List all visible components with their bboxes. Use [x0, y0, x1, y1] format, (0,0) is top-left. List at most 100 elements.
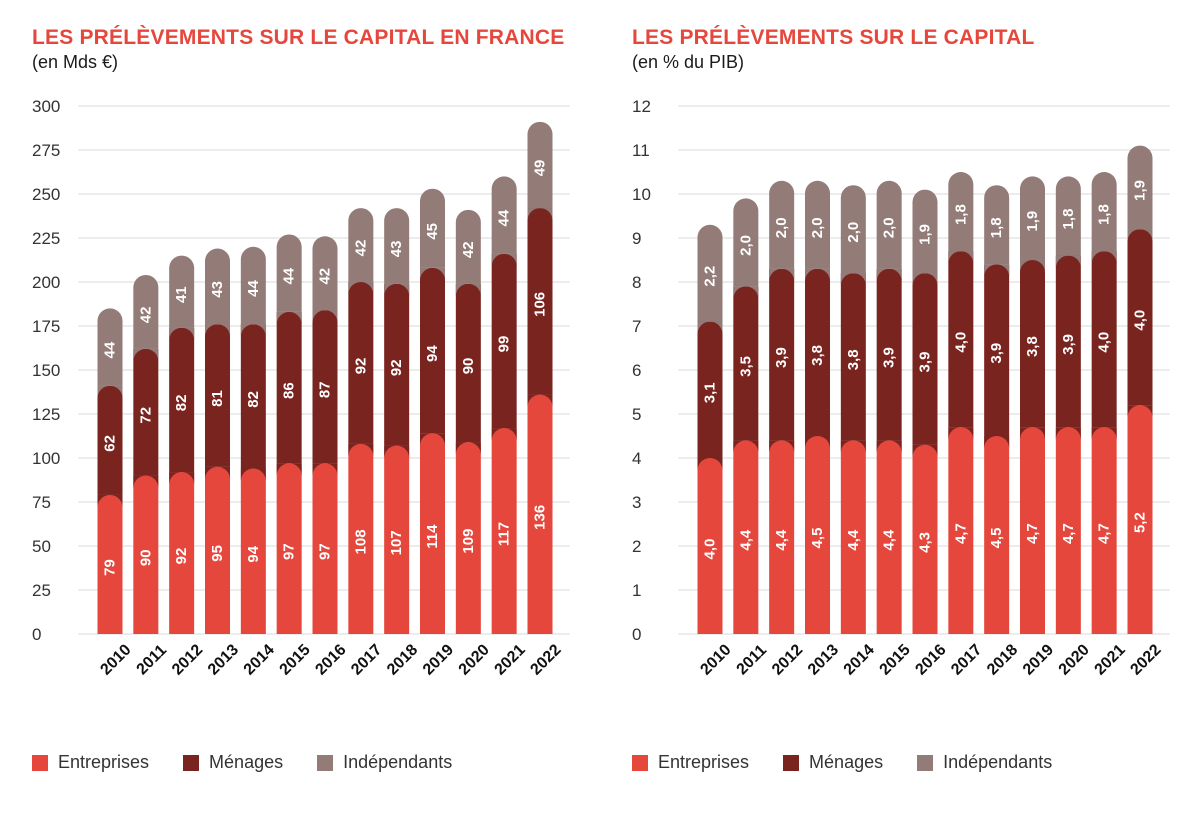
- bar-cap-independants: [240, 324, 266, 337]
- bar-independants: [697, 224, 723, 322]
- data-label: 3,8: [809, 345, 826, 366]
- data-label: 41: [173, 286, 190, 303]
- x-tick-label: 2015: [877, 641, 914, 678]
- x-tick-label: 2020: [456, 641, 493, 678]
- data-label: 92: [173, 548, 190, 565]
- y-tick-label: 2: [632, 537, 641, 556]
- data-label: 92: [352, 358, 369, 375]
- bar-cap-independants: [1091, 251, 1117, 264]
- bar-independants: [912, 189, 938, 274]
- data-label: 95: [209, 545, 226, 562]
- bar-entreprises: [1127, 405, 1153, 634]
- bar-entreprises: [312, 463, 338, 634]
- legend-item-independants: Indépendants: [317, 752, 452, 773]
- bar-menages: [1020, 260, 1045, 428]
- bar-independants: [805, 180, 830, 269]
- bar-entreprises: [491, 428, 517, 634]
- bar-independants: [240, 246, 266, 325]
- data-label: 94: [424, 345, 441, 362]
- bar-independants: [312, 236, 338, 311]
- data-label: 94: [245, 545, 262, 562]
- data-label: 72: [137, 407, 154, 424]
- data-label: 49: [532, 160, 549, 177]
- data-label: 1,8: [988, 217, 1005, 238]
- bar-cap-independants: [312, 310, 338, 323]
- x-tick-label: 2012: [769, 641, 806, 678]
- chart-panel-right: LES PRÉLÈVEMENTS SUR LE CAPITAL (en % du…: [600, 0, 1200, 813]
- data-label: 4,0: [952, 332, 969, 353]
- x-tick-label: 2012: [169, 641, 206, 678]
- bar-cap-independants: [697, 321, 723, 335]
- bar-independants: [420, 188, 445, 268]
- bar-entreprises: [733, 440, 759, 634]
- bar-entreprises: [1020, 427, 1045, 634]
- bar-cap-independants: [527, 208, 553, 221]
- bar-independants: [169, 255, 195, 328]
- bar-cap-independants: [348, 282, 374, 295]
- x-tick-label: 2018: [384, 641, 421, 678]
- x-tick-label: 2013: [205, 641, 242, 678]
- y-tick-label: 175: [32, 317, 60, 336]
- data-label: 4,0: [702, 539, 719, 560]
- y-tick-label: 0: [32, 625, 41, 644]
- chart-title: LES PRÉLÈVEMENTS SUR LE CAPITAL: [632, 26, 1035, 49]
- y-tick-label: 225: [32, 229, 60, 248]
- x-tick-label: 2010: [697, 641, 734, 678]
- data-label: 3,9: [917, 352, 934, 373]
- data-label: 107: [388, 530, 405, 555]
- data-label: 2,0: [881, 217, 898, 238]
- bar-entreprises: [912, 444, 938, 634]
- data-label: 97: [317, 543, 334, 560]
- data-label: 44: [245, 280, 262, 297]
- bar-cap-menages: [805, 436, 830, 449]
- bar-cap-independants: [948, 251, 974, 264]
- bar-entreprises: [240, 468, 266, 634]
- bar-cap-menages: [1055, 427, 1081, 440]
- data-label: 42: [352, 240, 369, 257]
- x-tick-label: 2010: [97, 641, 134, 678]
- bar-menages: [876, 268, 902, 441]
- chart-title: LES PRÉLÈVEMENTS SUR LE CAPITAL EN FRANC…: [32, 26, 565, 49]
- y-tick-label: 11: [632, 141, 650, 160]
- data-label: 99: [496, 336, 513, 353]
- bar-entreprises: [205, 466, 230, 634]
- bar-cap-menages: [527, 394, 553, 408]
- data-label: 4,3: [917, 532, 934, 553]
- bar-independants: [97, 308, 123, 386]
- bar-independants: [733, 198, 759, 287]
- data-label: 4,4: [881, 529, 898, 551]
- y-tick-label: 0: [632, 625, 641, 644]
- x-tick-label: 2021: [492, 641, 529, 678]
- data-label: 3,8: [1024, 336, 1041, 357]
- data-label: 4,0: [1132, 310, 1149, 331]
- y-tick-label: 200: [32, 273, 60, 292]
- bar-cap-menages: [420, 433, 445, 446]
- data-label: 42: [137, 307, 154, 324]
- data-label: 43: [388, 241, 405, 258]
- x-tick-label: 2016: [312, 641, 349, 678]
- legend: Entreprises Ménages Indépendants: [32, 752, 486, 773]
- bar-cap-menages: [876, 440, 902, 453]
- bar-menages: [1127, 229, 1153, 406]
- bar-independants: [948, 171, 974, 252]
- y-tick-label: 10: [632, 185, 651, 204]
- legend-swatch-entreprises: [32, 754, 48, 771]
- legend-item-entreprises: Entreprises: [632, 752, 749, 773]
- bar-menages: [240, 324, 266, 469]
- bar-cap-independants: [1055, 255, 1081, 269]
- data-label: 87: [317, 381, 334, 398]
- bar-menages: [97, 385, 123, 495]
- bar-independants: [1020, 176, 1045, 260]
- bar-menages: [805, 268, 830, 436]
- data-label: 3,9: [988, 343, 1005, 364]
- bar-entreprises: [876, 440, 902, 634]
- x-tick-label: 2011: [134, 642, 171, 679]
- data-label: 2,0: [845, 222, 862, 243]
- bar-cap-independants: [169, 327, 195, 341]
- bar-menages: [491, 253, 517, 429]
- data-label: 108: [352, 529, 369, 554]
- legend-label: Indépendants: [943, 752, 1053, 772]
- y-tick-label: 275: [32, 141, 60, 160]
- bar-independants: [1127, 145, 1153, 230]
- stacked-bar-chart-pib: 01234567891011124,03,12,220104,43,52,020…: [632, 97, 1170, 679]
